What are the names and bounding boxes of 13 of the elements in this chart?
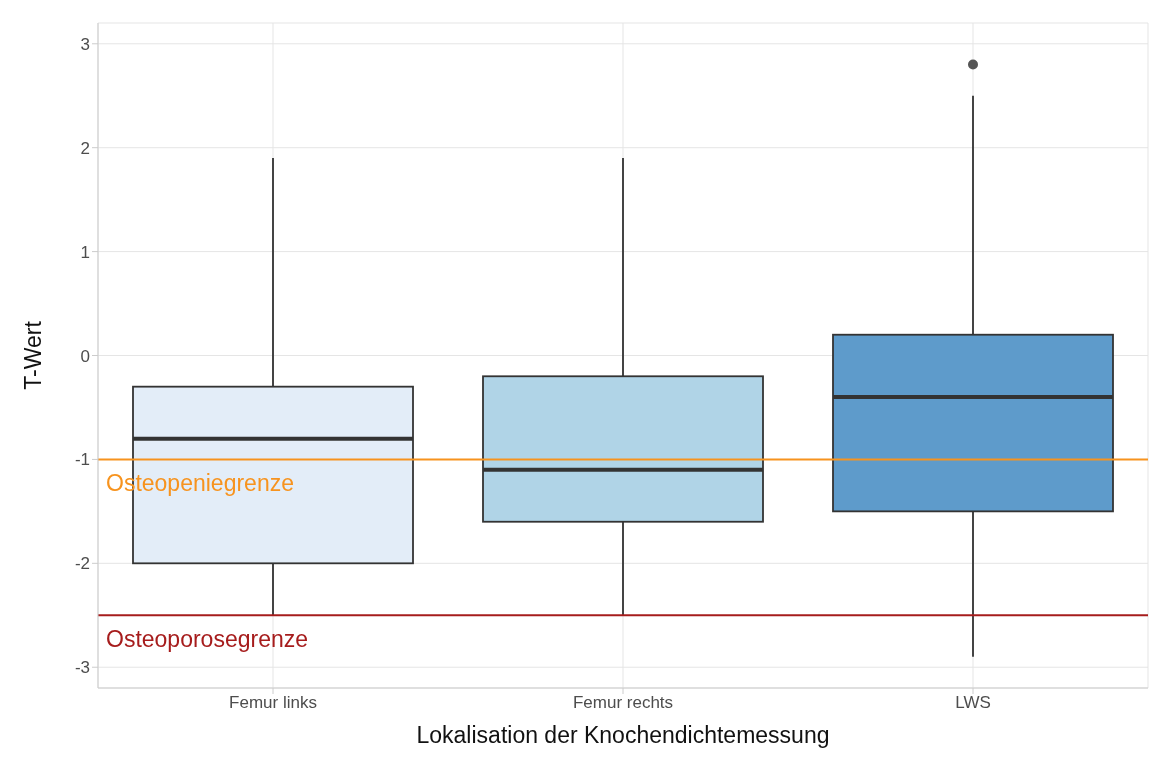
- y-axis-title: T-Wert: [20, 320, 47, 390]
- y-tick-label: -2: [74, 554, 90, 574]
- ref-line-label: Osteoporosegrenze: [106, 626, 309, 653]
- y-tick-label: 1: [80, 242, 90, 262]
- y-tick-label: -1: [74, 450, 90, 470]
- x-tick-label: Femur links: [229, 693, 317, 713]
- x-tick-label: Femur rechts: [572, 693, 674, 713]
- y-tick-label: 3: [80, 34, 90, 54]
- y-tick-label: 2: [80, 138, 90, 158]
- x-axis-title: Lokalisation der Knochendichtemessung: [416, 722, 830, 748]
- y-tick-label: -3: [74, 658, 90, 678]
- y-tick-label: 0: [80, 346, 90, 366]
- x-tick-label: LWS: [955, 693, 991, 713]
